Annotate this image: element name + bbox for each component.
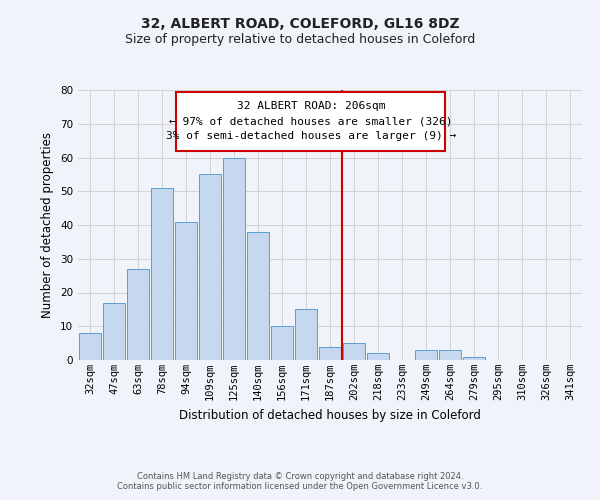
Bar bbox=[199, 174, 221, 360]
X-axis label: Distribution of detached houses by size in Coleford: Distribution of detached houses by size … bbox=[179, 408, 481, 422]
Bar bbox=[127, 269, 149, 360]
Y-axis label: Number of detached properties: Number of detached properties bbox=[41, 132, 55, 318]
Text: 3% of semi-detached houses are larger (9) →: 3% of semi-detached houses are larger (9… bbox=[166, 132, 456, 141]
Bar bbox=[223, 158, 245, 360]
Bar bbox=[319, 346, 341, 360]
Bar bbox=[271, 326, 293, 360]
Bar bbox=[247, 232, 269, 360]
Bar bbox=[463, 356, 485, 360]
Text: 32 ALBERT ROAD: 206sqm: 32 ALBERT ROAD: 206sqm bbox=[236, 101, 385, 111]
Bar bbox=[343, 343, 365, 360]
Bar bbox=[415, 350, 437, 360]
Bar bbox=[79, 333, 101, 360]
FancyBboxPatch shape bbox=[176, 92, 445, 151]
Text: Contains HM Land Registry data © Crown copyright and database right 2024.: Contains HM Land Registry data © Crown c… bbox=[137, 472, 463, 481]
Text: ← 97% of detached houses are smaller (326): ← 97% of detached houses are smaller (32… bbox=[169, 116, 452, 126]
Bar bbox=[151, 188, 173, 360]
Bar bbox=[103, 302, 125, 360]
Bar bbox=[295, 310, 317, 360]
Bar bbox=[439, 350, 461, 360]
Bar bbox=[175, 222, 197, 360]
Bar bbox=[367, 353, 389, 360]
Text: Size of property relative to detached houses in Coleford: Size of property relative to detached ho… bbox=[125, 32, 475, 46]
Text: Contains public sector information licensed under the Open Government Licence v3: Contains public sector information licen… bbox=[118, 482, 482, 491]
Text: 32, ALBERT ROAD, COLEFORD, GL16 8DZ: 32, ALBERT ROAD, COLEFORD, GL16 8DZ bbox=[140, 18, 460, 32]
